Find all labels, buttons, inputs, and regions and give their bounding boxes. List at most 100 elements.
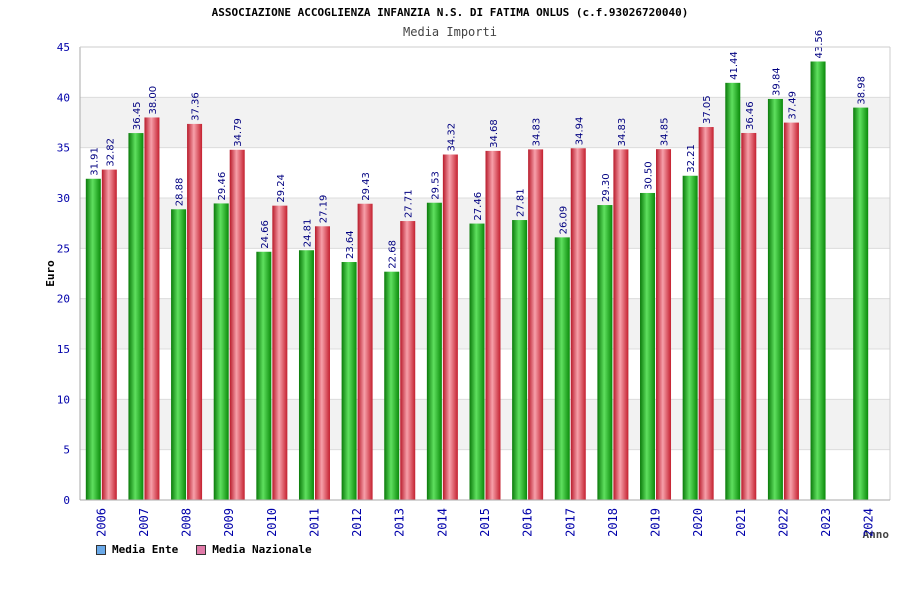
- bar-media-ente: [256, 251, 272, 500]
- value-label: 38.00: [148, 86, 159, 115]
- value-label: 37.05: [702, 95, 713, 124]
- value-label: 34.83: [532, 118, 543, 147]
- bar-media-ente: [597, 205, 613, 500]
- x-tick-label: 2018: [606, 508, 620, 537]
- value-label: 27.71: [404, 189, 415, 218]
- value-label: 29.46: [217, 172, 228, 201]
- value-label: 36.46: [745, 101, 756, 130]
- x-tick-label: 2020: [691, 508, 705, 537]
- value-label: 41.44: [729, 51, 740, 80]
- x-tick-label: 2009: [222, 508, 236, 537]
- legend-swatch-ente: [96, 544, 106, 555]
- bar-media-nazionale: [187, 123, 203, 500]
- x-tick-label: 2014: [435, 508, 449, 537]
- value-label: 24.66: [260, 220, 271, 249]
- x-tick-label: 2024: [862, 508, 876, 537]
- y-tick-label: 0: [63, 494, 70, 507]
- x-tick-label: 2022: [776, 508, 790, 537]
- value-label: 29.53: [430, 171, 441, 200]
- legend-label-ente: Media Ente: [112, 543, 179, 556]
- value-label: 27.46: [473, 192, 484, 221]
- value-label: 34.94: [574, 117, 585, 146]
- y-tick-label: 10: [57, 393, 70, 406]
- value-label: 39.84: [771, 67, 782, 96]
- x-axis-label: Anno: [863, 528, 890, 541]
- bar-media-nazionale: [314, 226, 330, 500]
- bar-media-nazionale: [613, 149, 629, 501]
- bar-media-nazionale: [741, 132, 757, 500]
- value-label: 37.36: [191, 92, 202, 121]
- legend-item-nazionale: Media Nazionale: [196, 543, 312, 556]
- bar-media-nazionale: [144, 117, 160, 500]
- value-label: 29.43: [361, 172, 372, 201]
- x-tick-label: 2008: [180, 508, 194, 537]
- x-tick-label: 2011: [307, 508, 321, 537]
- y-tick-label: 15: [57, 343, 70, 356]
- bar-media-ente: [469, 223, 485, 500]
- value-label: 32.82: [105, 138, 116, 167]
- x-tick-label: 2017: [563, 508, 577, 537]
- x-tick-label: 2016: [521, 508, 535, 537]
- bar-media-nazionale: [101, 169, 117, 500]
- value-label: 29.30: [601, 173, 612, 202]
- value-label: 24.81: [302, 219, 313, 248]
- x-tick-label: 2021: [734, 508, 748, 537]
- bar-media-nazionale: [272, 205, 288, 500]
- value-label: 27.81: [516, 188, 527, 217]
- legend-label-nazionale: Media Nazionale: [212, 543, 312, 556]
- value-label: 37.49: [787, 91, 798, 120]
- x-tick-label: 2013: [393, 508, 407, 537]
- y-tick-label: 40: [57, 91, 70, 104]
- value-label: 34.32: [446, 123, 457, 152]
- value-label: 23.64: [345, 230, 356, 259]
- value-label: 38.98: [857, 76, 868, 105]
- chart-subtitle: Media Importi: [403, 25, 497, 39]
- bar-media-ente: [298, 250, 314, 500]
- x-tick-label: 2012: [350, 508, 364, 537]
- bar-media-ente: [341, 262, 357, 500]
- value-label: 27.19: [318, 195, 329, 224]
- legend-swatch-nazionale: [196, 544, 207, 555]
- value-label: 34.68: [489, 119, 500, 148]
- legend-item-ente: Media Ente: [96, 543, 178, 556]
- bar-media-ente: [767, 98, 783, 500]
- bar-media-ente: [725, 82, 741, 500]
- bar-media-ente: [213, 203, 229, 500]
- y-tick-label: 20: [57, 293, 70, 306]
- value-label: 34.79: [233, 118, 244, 147]
- value-labels: 31.91 32.82 36.45 38.00 28.88 37.36 29.46 34.79…: [89, 30, 867, 269]
- value-label: 36.45: [132, 101, 143, 130]
- value-label: 26.09: [558, 206, 569, 235]
- value-label: 22.68: [388, 240, 399, 269]
- value-label: 34.85: [660, 118, 671, 147]
- chart-title: ASSOCIAZIONE ACCOGLIENZA INFANZIA N.S. D…: [211, 6, 689, 19]
- bar-media-nazionale: [485, 150, 501, 500]
- bar-media-ente: [682, 175, 698, 500]
- y-tick-label: 5: [63, 444, 70, 457]
- value-label: 32.21: [686, 144, 697, 173]
- y-tick-label: 35: [57, 142, 70, 155]
- bar-media-ente: [128, 133, 144, 500]
- x-tick-label: 2007: [137, 508, 151, 537]
- axes: 0 5 10 15 20 25 30 35 40 45 Euro Anno 2006 2007 2008 20…: [44, 41, 891, 541]
- x-tick-label: 2023: [819, 508, 833, 537]
- y-axis-label: Euro: [44, 260, 57, 287]
- value-label: 30.50: [644, 161, 655, 190]
- bar-media-nazionale: [698, 127, 714, 500]
- y-tick-label: 25: [57, 242, 70, 255]
- bar-media-ente: [171, 209, 187, 501]
- bar-media-nazionale: [357, 203, 373, 500]
- bar-media-nazionale: [229, 149, 245, 500]
- value-label: 29.24: [276, 174, 287, 203]
- value-label: 34.83: [617, 118, 628, 147]
- value-label: 31.91: [89, 147, 100, 176]
- bar-media-ente: [810, 61, 826, 500]
- bar-media-ente: [512, 220, 528, 500]
- x-tick-label: 2019: [649, 508, 663, 537]
- x-tick-label: 2010: [265, 508, 279, 537]
- bar-media-ente: [85, 178, 101, 501]
- legend: Media Ente Media Nazionale: [96, 543, 312, 556]
- bar-media-nazionale: [783, 122, 799, 500]
- value-label: 43.56: [814, 30, 825, 59]
